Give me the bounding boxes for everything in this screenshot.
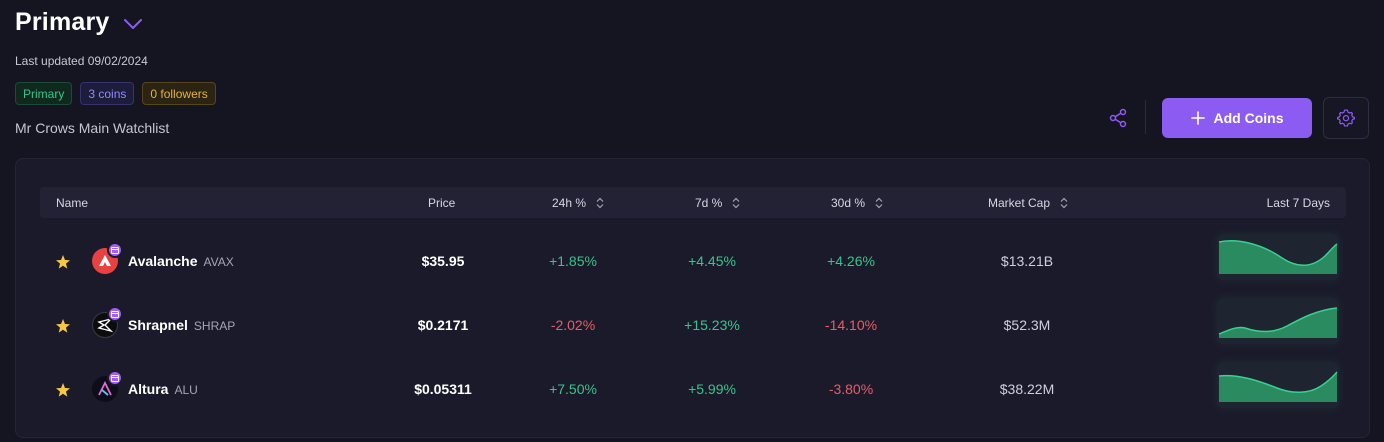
price-cell: $35.95 [421, 253, 465, 269]
column-header-last-7-days: Last 7 Days [1266, 195, 1330, 210]
coin-name[interactable]: Avalanche AVAX [128, 253, 234, 269]
last-updated-text: Last updated 09/02/2024 [15, 54, 148, 68]
share-icon [1109, 108, 1127, 128]
sort-icon[interactable] [596, 197, 604, 209]
market-cap-cell: $38.22M [999, 381, 1055, 397]
table-row[interactable]: Shrapnel SHRAP $0.2171 -2.02% +15.23% -14… [40, 298, 1346, 354]
sort-icon[interactable] [732, 197, 740, 209]
column-header-name: Name [56, 195, 89, 210]
add-coins-label: Add Coins [1213, 110, 1284, 126]
column-header-market-cap[interactable]: Market Cap [988, 187, 1068, 218]
share-button[interactable] [1104, 104, 1132, 132]
coin-name[interactable]: Altura ALU [128, 381, 198, 397]
change-7d-cell: +5.99% [688, 381, 736, 397]
settings-button[interactable] [1323, 97, 1369, 139]
chevron-down-icon[interactable] [122, 13, 144, 35]
watchlist-badge-icon [107, 242, 123, 258]
table-row[interactable]: Avalanche AVAX $35.95 +1.85% +4.45% +4.26… [40, 234, 1346, 290]
column-header-30d[interactable]: 30d % [831, 187, 883, 218]
badge-list: Primary 3 coins 0 followers [15, 82, 216, 105]
watchlist-description: Mr Crows Main Watchlist [15, 120, 170, 136]
market-cap-cell: $13.21B [1000, 253, 1054, 269]
sparkline-chart[interactable] [1217, 298, 1339, 344]
gear-icon [1337, 109, 1355, 127]
coin-symbol: ALU [174, 383, 198, 397]
change-24h-cell: -2.02% [550, 317, 596, 333]
star-icon[interactable] [55, 318, 71, 334]
coin-name[interactable]: Shrapnel SHRAP [128, 317, 236, 333]
add-coins-button[interactable]: Add Coins [1162, 98, 1312, 138]
sort-icon[interactable] [1060, 197, 1068, 209]
coins-count-badge: 3 coins [80, 82, 135, 105]
price-cell: $0.05311 [414, 381, 472, 397]
watchlist-badge-icon [107, 370, 123, 386]
market-cap-cell: $52.3M [1003, 317, 1051, 333]
actions-divider [1145, 100, 1146, 134]
watchlist-badge-icon [107, 306, 123, 322]
watchlist-table: Name Price 24h % 7d % 30d % Market Cap [15, 158, 1370, 438]
sparkline-chart[interactable] [1217, 362, 1339, 408]
coin-symbol: SHRAP [193, 319, 236, 333]
sort-icon[interactable] [875, 197, 883, 209]
change-24h-cell: +7.50% [549, 381, 597, 397]
change-7d-cell: +15.23% [684, 317, 740, 333]
change-24h-cell: +1.85% [549, 253, 597, 269]
price-cell: $0.2171 [417, 317, 469, 333]
title-row: Primary [15, 8, 144, 37]
column-header-24h[interactable]: 24h % [552, 187, 604, 218]
coin-symbol: AVAX [203, 255, 234, 269]
change-30d-cell: +4.26% [827, 253, 875, 269]
change-7d-cell: +4.45% [688, 253, 736, 269]
table-row[interactable]: Altura ALU $0.05311 +7.50% +5.99% -3.80% … [40, 362, 1346, 418]
followers-count-badge: 0 followers [142, 82, 216, 105]
sparkline-chart[interactable] [1217, 234, 1339, 280]
change-30d-cell: -3.80% [828, 381, 874, 397]
star-icon[interactable] [55, 254, 71, 270]
star-icon[interactable] [55, 382, 71, 398]
plus-icon [1190, 111, 1205, 125]
page-title: Primary [15, 8, 110, 36]
primary-badge: Primary [15, 82, 73, 105]
column-header-price: Price [428, 195, 456, 210]
column-header-7d[interactable]: 7d % [695, 187, 740, 218]
change-30d-cell: -14.10% [824, 317, 878, 333]
table-header: Name Price 24h % 7d % 30d % Market Cap [40, 187, 1346, 218]
